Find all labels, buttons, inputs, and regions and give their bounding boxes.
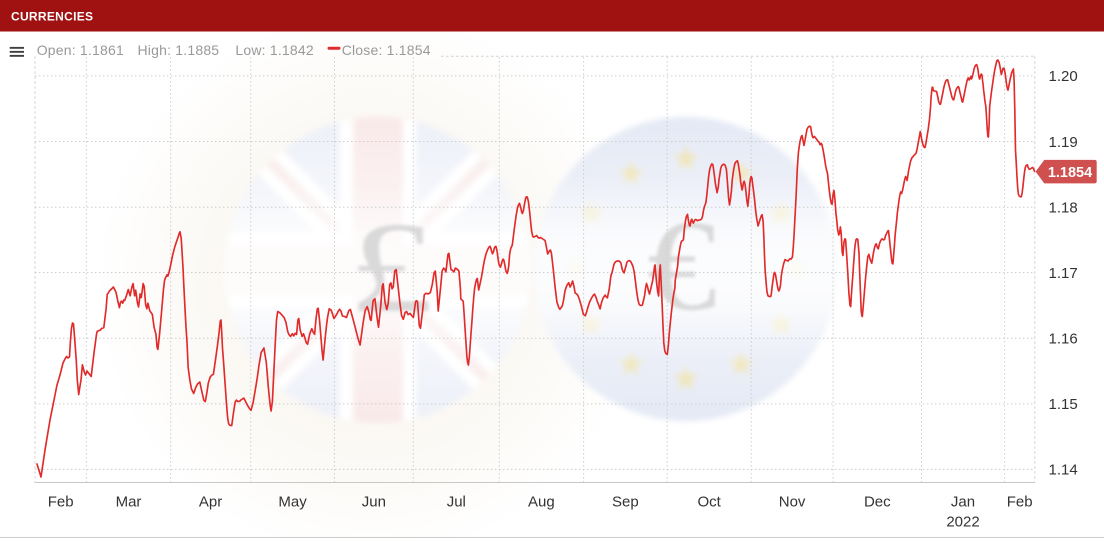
svg-text:€: € — [647, 194, 717, 338]
svg-text:Aug: Aug — [528, 494, 555, 511]
svg-text:Open: 1.1861: Open: 1.1861 — [37, 42, 124, 58]
svg-text:Mar: Mar — [116, 494, 142, 511]
svg-text:Oct: Oct — [698, 494, 722, 511]
svg-text:Feb: Feb — [1007, 494, 1033, 511]
svg-text:1.19: 1.19 — [1049, 134, 1078, 151]
svg-text:Low: 1.1842: Low: 1.1842 — [235, 42, 313, 58]
svg-text:Jun: Jun — [362, 494, 386, 511]
svg-text:£: £ — [348, 195, 434, 339]
svg-text:Jul: Jul — [447, 494, 466, 511]
svg-text:1.1854: 1.1854 — [1048, 165, 1092, 181]
svg-text:CURRENCIES: CURRENCIES — [11, 10, 93, 24]
svg-text:High: 1.1885: High: 1.1885 — [138, 42, 220, 58]
svg-text:1.15: 1.15 — [1049, 396, 1078, 413]
svg-text:Close: 1.1854: Close: 1.1854 — [342, 42, 431, 58]
svg-text:Sep: Sep — [612, 494, 639, 511]
svg-text:1.16: 1.16 — [1049, 331, 1078, 348]
svg-text:1.14: 1.14 — [1049, 462, 1078, 479]
svg-text:1.18: 1.18 — [1049, 200, 1078, 217]
svg-text:Feb: Feb — [48, 494, 74, 511]
svg-text:Dec: Dec — [864, 494, 891, 511]
svg-text:1.17: 1.17 — [1049, 265, 1078, 282]
svg-text:May: May — [278, 494, 307, 511]
svg-text:Apr: Apr — [199, 494, 222, 511]
svg-text:1.20: 1.20 — [1049, 68, 1078, 85]
svg-text:Jan: Jan — [951, 494, 975, 511]
svg-text:Nov: Nov — [779, 494, 806, 511]
svg-text:2022: 2022 — [946, 514, 979, 531]
